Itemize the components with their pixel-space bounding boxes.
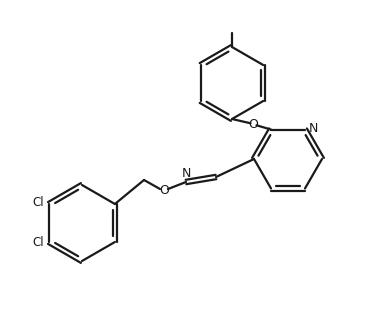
Text: O: O xyxy=(159,183,169,197)
Text: N: N xyxy=(181,167,191,180)
Text: Cl: Cl xyxy=(32,197,44,210)
Text: O: O xyxy=(249,118,258,131)
Text: Cl: Cl xyxy=(32,236,44,249)
Text: N: N xyxy=(309,122,318,135)
